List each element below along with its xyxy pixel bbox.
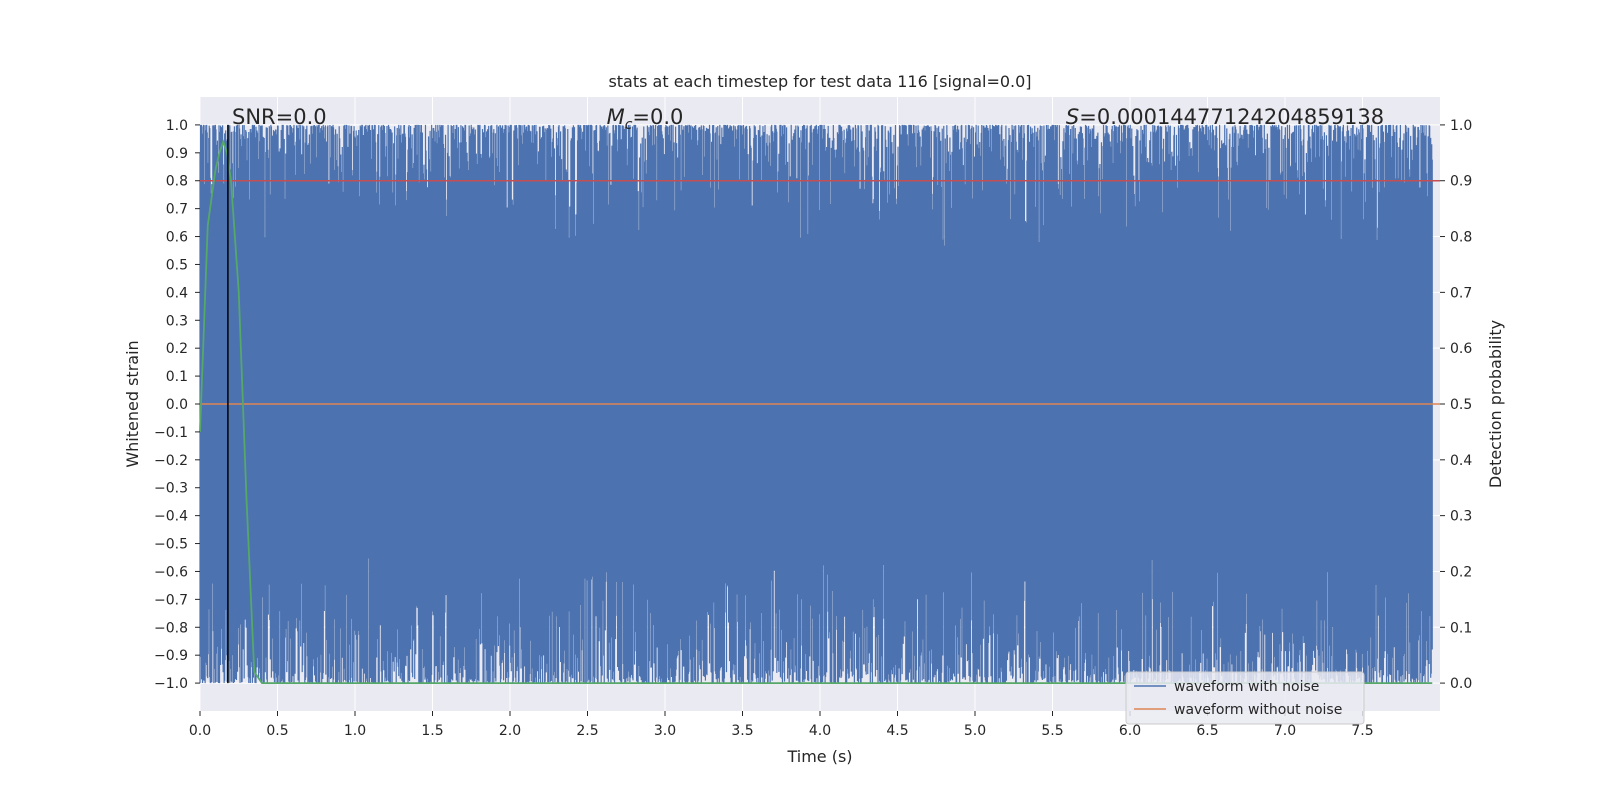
y-right-tick-label: 0.4 <box>1450 453 1472 469</box>
x-tick-label: 0.0 <box>189 723 211 739</box>
y-left-tick-label: −1.0 <box>154 676 188 692</box>
legend-box <box>1125 671 1365 725</box>
y-left-tick-label: 0.7 <box>166 202 188 218</box>
y-left-tick-label: −0.9 <box>154 648 188 664</box>
chart-title: stats at each timestep for test data 116… <box>608 72 1031 91</box>
y-right-tick-label: 0.5 <box>1450 397 1472 413</box>
x-tick-label: 6.0 <box>1119 723 1141 739</box>
mc-value: =0.0 <box>632 105 683 129</box>
y-left-tick-label: −0.2 <box>154 453 188 469</box>
legend: waveform with noise waveform without noi… <box>1125 671 1365 725</box>
x-tick-label: 3.5 <box>731 723 753 739</box>
y-right-tick-label: 1.0 <box>1450 118 1472 134</box>
mc-subscript: c <box>625 117 633 133</box>
y-left-tick-label: −0.4 <box>154 509 188 525</box>
y-left-axis-label: Whitened strain <box>123 340 142 467</box>
x-tick-label: 5.0 <box>964 723 986 739</box>
x-tick-label: 1.0 <box>344 723 366 739</box>
y-left-tick-label: 0.6 <box>166 230 188 246</box>
x-tick-label: 0.5 <box>266 723 288 739</box>
x-axis-label: Time (s) <box>786 747 852 766</box>
detection-probability-line <box>199 138 1433 684</box>
y-left-tick-label: −0.6 <box>154 564 188 580</box>
x-axis-ticks: 0.0 0.5 1.0 1.5 2.0 2.5 3.0 3.5 4.0 4.5 5.0 5.5 6.0 6… <box>189 711 1374 739</box>
mc-symbol: M <box>607 105 625 129</box>
legend-label-noise: waveform with noise <box>1174 679 1319 695</box>
y-right-axis-ticks: 1.0 0.9 0.8 0.7 0.6 0.5 0.4 0.3 0.2 0.1 0.0 <box>1440 118 1472 692</box>
x-tick-label: 4.5 <box>886 723 908 739</box>
x-tick-label: 1.5 <box>421 723 443 739</box>
x-tick-label: 2.5 <box>576 723 598 739</box>
y-left-tick-label: −0.7 <box>154 592 188 608</box>
y-left-tick-label: −0.5 <box>154 537 188 553</box>
y-left-tick-label: 0.5 <box>166 257 188 273</box>
y-left-tick-label: 1.0 <box>166 118 188 134</box>
y-left-tick-label: 0.0 <box>166 397 188 413</box>
y-left-tick-label: −0.1 <box>154 425 188 441</box>
x-tick-label: 3.0 <box>654 723 676 739</box>
snr-annotation: SNR=0.0 <box>232 105 327 129</box>
y-right-tick-label: 0.9 <box>1450 174 1472 190</box>
y-left-axis-ticks: 1.0 0.9 0.8 0.7 0.6 0.5 0.4 0.3 0.2 0.1 0.0 −0.1 −0.… <box>154 118 200 692</box>
y-right-tick-label: 0.2 <box>1450 564 1472 580</box>
x-tick-label: 7.5 <box>1351 723 1373 739</box>
y-right-tick-label: 0.0 <box>1450 676 1472 692</box>
y-left-tick-label: −0.3 <box>154 481 188 497</box>
x-tick-label: 5.5 <box>1041 723 1063 739</box>
mc-annotation: Mc=0.0 <box>607 105 684 133</box>
y-left-tick-label: 0.4 <box>166 285 188 301</box>
s-value: =0.00014477124204859138 <box>1079 105 1384 129</box>
y-right-tick-label: 0.3 <box>1450 509 1472 525</box>
y-left-tick-label: 0.3 <box>166 313 188 329</box>
y-right-tick-label: 0.1 <box>1450 620 1472 636</box>
x-tick-label: 2.0 <box>499 723 521 739</box>
y-left-tick-label: 0.8 <box>166 174 188 190</box>
y-right-axis-label: Detection probability <box>1486 320 1505 488</box>
s-annotation: S=0.00014477124204859138 <box>1066 105 1384 129</box>
y-right-tick-label: 0.7 <box>1450 285 1472 301</box>
y-left-tick-label: 0.2 <box>166 341 188 357</box>
series-lines-layer <box>199 124 1440 684</box>
y-right-tick-label: 0.6 <box>1450 341 1472 357</box>
x-tick-label: 7.0 <box>1274 723 1296 739</box>
x-tick-label: 4.0 <box>809 723 831 739</box>
y-left-tick-label: 0.1 <box>166 369 188 385</box>
x-tick-label: 6.5 <box>1196 723 1218 739</box>
s-symbol: S <box>1066 105 1079 129</box>
y-left-tick-label: 0.9 <box>166 146 188 162</box>
y-right-tick-label: 0.8 <box>1450 230 1472 246</box>
legend-label-clean: waveform without noise <box>1174 702 1342 718</box>
y-left-tick-label: −0.8 <box>154 620 188 636</box>
